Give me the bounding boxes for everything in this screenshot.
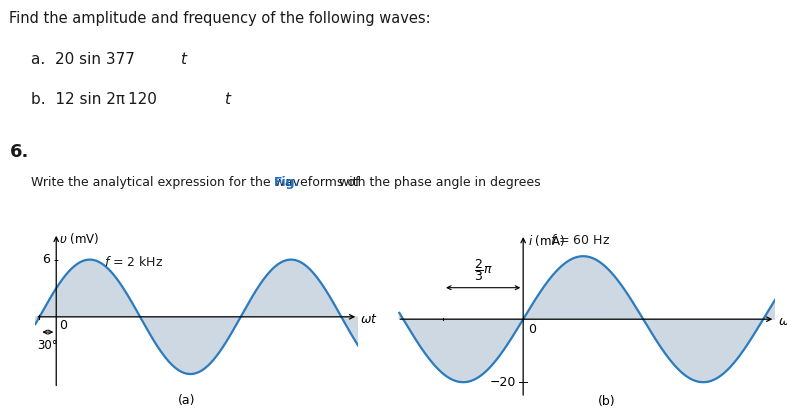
Text: with the phase angle in degrees: with the phase angle in degrees: [299, 176, 541, 189]
Text: 0: 0: [60, 319, 68, 332]
Text: a.  20 sin 377: a. 20 sin 377: [31, 52, 135, 68]
Text: $f$ = 2 kHz: $f$ = 2 kHz: [104, 255, 164, 268]
Text: 6.: 6.: [9, 143, 29, 161]
Text: −20: −20: [490, 376, 516, 389]
Text: t: t: [179, 52, 186, 68]
Text: $\omega t$: $\omega t$: [360, 313, 378, 326]
Text: Write the analytical expression for the waveforms of: Write the analytical expression for the …: [31, 176, 364, 189]
Text: (b): (b): [598, 395, 616, 407]
Text: Find the amplitude and frequency of the following waves:: Find the amplitude and frequency of the …: [9, 10, 431, 26]
Text: 6: 6: [42, 253, 50, 266]
Text: b.  12 sin 2π 120: b. 12 sin 2π 120: [31, 92, 157, 108]
Text: $i$ (mA): $i$ (mA): [528, 233, 564, 247]
Text: $f$ = 60 Hz: $f$ = 60 Hz: [550, 234, 610, 247]
Text: 30°: 30°: [38, 339, 58, 352]
Text: t: t: [224, 92, 230, 108]
Text: Fig.: Fig.: [274, 176, 300, 189]
Text: (a): (a): [179, 394, 196, 407]
Text: $\upsilon$ (mV): $\upsilon$ (mV): [59, 231, 99, 246]
Text: $\dfrac{2}{3}\pi$: $\dfrac{2}{3}\pi$: [474, 257, 493, 283]
Text: $\omega t$: $\omega t$: [778, 315, 787, 328]
Text: 0: 0: [528, 323, 536, 336]
